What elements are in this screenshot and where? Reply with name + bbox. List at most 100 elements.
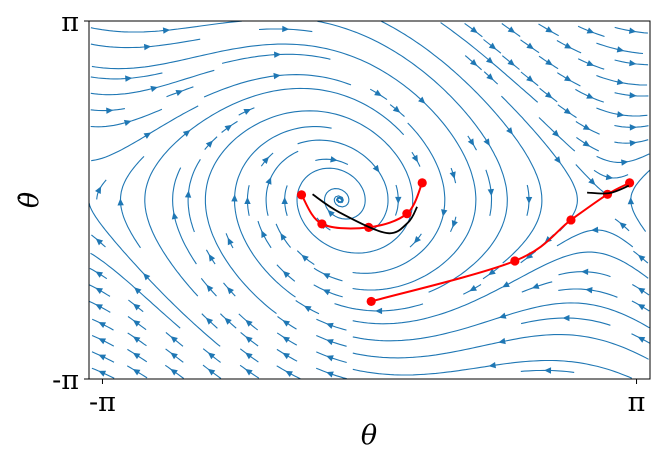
- streamline-arrow-107: [392, 105, 401, 113]
- streamline-arrow-4: [245, 368, 253, 376]
- streamline-arrow-93: [330, 156, 338, 163]
- streamline-arrow-89: [449, 171, 456, 179]
- streamline-34: [352, 251, 649, 325]
- streamline-arrow-91: [143, 132, 152, 139]
- streamline-arrow-126: [545, 58, 553, 66]
- streamline-arrow-104: [629, 124, 637, 131]
- streamline-arrow-65: [637, 254, 646, 262]
- streamline-arrow-73: [591, 226, 599, 234]
- streamline-arrow-23: [326, 339, 334, 346]
- y-tick-label-0: -π: [52, 365, 79, 396]
- streamline-arrow-16: [498, 337, 506, 345]
- streamline-arrow-24: [498, 312, 507, 319]
- streamline-field: [89, 21, 650, 379]
- streamline-arrow-17: [98, 338, 107, 345]
- streamline-arrow-117: [629, 92, 637, 99]
- streamline-arrow-22: [282, 336, 291, 343]
- streamline-arrow-48: [418, 96, 426, 104]
- streamline-arrow-60: [171, 212, 179, 220]
- streamline-arrow-111: [175, 89, 184, 96]
- streamline-arrow-18: [132, 336, 141, 343]
- streamline-arrow-36: [95, 304, 103, 311]
- streamline-arrow-124: [469, 58, 478, 66]
- streamline-67: [119, 156, 145, 249]
- streamline-arrow-33: [326, 322, 334, 329]
- streamline-76: [297, 139, 389, 231]
- streamline-arrow-7: [488, 361, 496, 369]
- streamline-arrow-3: [207, 368, 216, 376]
- streamline-arrow-54: [95, 271, 104, 278]
- streamline-arrow-69: [261, 230, 268, 238]
- streamline-80: [630, 169, 650, 232]
- streamline-arrow-37: [133, 303, 141, 311]
- streamline-arrow-108: [563, 107, 572, 115]
- streamline-arrow-38: [327, 209, 335, 218]
- streamline-arrow-2: [170, 368, 178, 376]
- streamline-arrow-50: [469, 285, 477, 292]
- streamline-arrow-41: [637, 304, 646, 311]
- streamline-arrow-58: [488, 268, 496, 276]
- streamline-arrow-81: [244, 196, 251, 205]
- streamline-arrow-84: [395, 196, 402, 204]
- reference-path-2: [312, 193, 418, 235]
- streamline-arrow-67: [117, 198, 124, 206]
- streamline-arrow-100: [629, 139, 637, 147]
- streamline-arrow-53: [637, 287, 646, 295]
- streamline-43: [144, 87, 405, 297]
- y-tick-label-1: π: [61, 7, 79, 38]
- streamline-arrow-13: [245, 352, 253, 360]
- streamline-arrow-133: [616, 46, 625, 53]
- streamline-arrow-61: [208, 253, 216, 262]
- streamline-arrow-14: [282, 352, 290, 360]
- streamline-arrow-103: [582, 123, 591, 131]
- streamline-arrow-115: [544, 91, 553, 99]
- streamline-arrow-25: [637, 336, 646, 343]
- streamline-arrow-130: [488, 42, 497, 50]
- streamline-arrow-49: [483, 138, 490, 146]
- streamline-arrow-85: [487, 188, 495, 197]
- streamline-arrow-56: [322, 273, 331, 280]
- streamline-arrow-80: [627, 197, 635, 205]
- streamline-arrow-77: [451, 220, 458, 228]
- streamline-arrow-27: [132, 319, 141, 327]
- streamline-arrow-35: [562, 314, 570, 322]
- streamline-arrow-92: [261, 156, 269, 165]
- trajectory-path-1: [370, 182, 631, 303]
- streamline-16: [352, 334, 649, 360]
- streamline-arrow-95: [621, 159, 629, 166]
- streamline-arrow-132: [564, 42, 572, 49]
- trajectory-point-1-2: [566, 215, 576, 225]
- streamline-arrow-112: [273, 72, 281, 80]
- streamline-arrow-105: [106, 107, 114, 114]
- streamline-arrow-99: [582, 140, 591, 147]
- streamline-arrow-52: [585, 286, 593, 294]
- x-tick-label-0: -π: [89, 387, 116, 418]
- streamline-arrow-10: [132, 352, 141, 360]
- streamline-arrow-47: [322, 289, 331, 296]
- streamline-arrow-128: [629, 59, 637, 67]
- streamline-arrow-82: [265, 177, 272, 185]
- streamline-arrow-98: [552, 129, 560, 137]
- streamline-arrow-116: [586, 92, 594, 99]
- streamline-48: [91, 43, 477, 291]
- streamline-arrow-79: [619, 222, 627, 230]
- streamline-arrow-40: [375, 307, 383, 315]
- streamline-arrow-127: [586, 60, 595, 67]
- streamline-arrow-118: [125, 75, 133, 82]
- streamline-arrow-97: [467, 138, 475, 147]
- streamline-arrow-63: [506, 127, 513, 135]
- streamline-arrow-139: [586, 27, 595, 34]
- trajectory-point-1-4: [625, 178, 635, 188]
- streamline-arrow-15: [326, 355, 334, 362]
- streamline-arrow-59: [581, 268, 589, 275]
- streamline-arrow-5: [285, 370, 293, 378]
- trajectory-point-0-3: [402, 209, 412, 219]
- streamline-arrow-45: [226, 286, 234, 295]
- streamline-112: [203, 74, 352, 98]
- streamline-arrow-114: [485, 56, 494, 64]
- streamline-73: [556, 229, 634, 248]
- streamline-arrow-131: [526, 42, 534, 50]
- streamline-arrow-11: [170, 352, 178, 360]
- streamline-arrow-19: [170, 336, 178, 344]
